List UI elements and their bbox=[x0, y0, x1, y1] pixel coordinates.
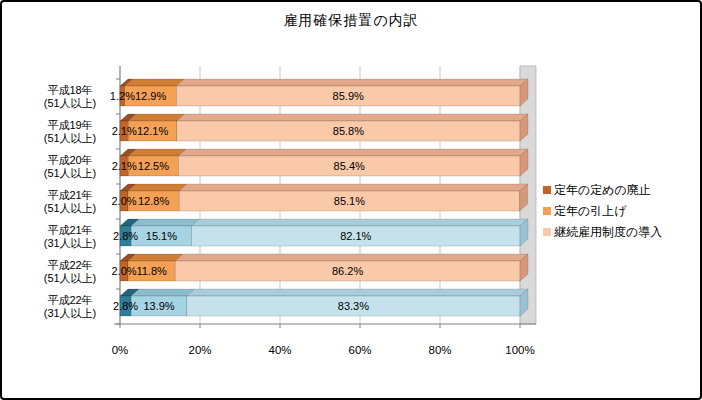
category-label: 平成18年 bbox=[47, 84, 92, 96]
bar-segment-top bbox=[175, 254, 528, 261]
bar-segment-top bbox=[192, 219, 528, 226]
bar-value-label: 12.1% bbox=[137, 125, 168, 137]
bar-value-label: 82.1% bbox=[340, 230, 371, 242]
legend-label: 継続雇用制度の導入 bbox=[554, 225, 662, 239]
x-tick-label: 80% bbox=[428, 344, 451, 356]
category-label: (51人以上) bbox=[44, 97, 97, 109]
bar-value-label: 86.2% bbox=[332, 265, 363, 277]
x-tick-label: 20% bbox=[188, 344, 211, 356]
bar-segment-top bbox=[179, 184, 527, 191]
bar-value-label: 2.8% bbox=[113, 300, 138, 312]
legend-item: 定年の定めの廃止 bbox=[543, 183, 662, 197]
legend-label: 定年の引上げ bbox=[554, 204, 627, 218]
bar-value-label: 15.1% bbox=[146, 230, 177, 242]
legend-color-swatch bbox=[543, 228, 551, 236]
bar-value-label: 85.1% bbox=[334, 195, 365, 207]
legend-item: 継続雇用制度の導入 bbox=[543, 225, 662, 239]
bar-segment-top bbox=[128, 149, 186, 156]
category-label: 平成21年 bbox=[47, 224, 92, 236]
bar-value-label: 85.9% bbox=[333, 90, 364, 102]
bar-value-label: 13.9% bbox=[143, 300, 174, 312]
category-label: 平成19年 bbox=[47, 119, 92, 131]
bar-value-label: 1.2% bbox=[110, 90, 135, 102]
x-tick-label: 100% bbox=[505, 344, 534, 356]
x-tick-label: 60% bbox=[348, 344, 371, 356]
category-label: (51人以上) bbox=[44, 202, 97, 214]
bar-value-label: 2.1% bbox=[112, 160, 137, 172]
bar-value-label: 11.8% bbox=[136, 265, 167, 277]
bar-segment-top bbox=[125, 79, 185, 86]
bar-segment-top bbox=[176, 79, 528, 86]
bar-value-label: 85.4% bbox=[334, 160, 365, 172]
bar-value-label: 12.9% bbox=[135, 90, 166, 102]
legend: 定年の定めの廃止定年の引上げ継続雇用制度の導入 bbox=[543, 183, 662, 239]
bar-value-label: 83.3% bbox=[338, 300, 369, 312]
legend-item: 定年の引上げ bbox=[543, 204, 662, 218]
bar-value-label: 2.1% bbox=[112, 125, 137, 137]
bar-value-label: 12.5% bbox=[138, 160, 169, 172]
category-label: (51人以上) bbox=[44, 167, 97, 179]
bar-value-label: 2.8% bbox=[113, 230, 138, 242]
legend-label: 定年の定めの廃止 bbox=[554, 183, 651, 197]
bar-segment-top bbox=[187, 289, 528, 296]
category-label: (51人以上) bbox=[44, 132, 97, 144]
legend-color-swatch bbox=[543, 207, 551, 215]
x-tick-label: 0% bbox=[112, 344, 129, 356]
legend-color-swatch bbox=[543, 186, 551, 194]
category-label: 平成20年 bbox=[47, 154, 92, 166]
bar-segment-top bbox=[131, 289, 195, 296]
bar-segment-top bbox=[177, 114, 528, 121]
category-label: 平成21年 bbox=[47, 189, 92, 201]
category-label: (31人以上) bbox=[44, 237, 97, 249]
bar-segment-top bbox=[128, 254, 183, 261]
category-label: (31人以上) bbox=[44, 307, 97, 319]
bar-segment-top bbox=[131, 219, 199, 226]
category-label: 平成22年 bbox=[47, 259, 92, 271]
bar-segment-top bbox=[128, 184, 187, 191]
chart-window: 雇用確保措置の内訳 0%20%40%60%80%100%平成18年(51人以上)… bbox=[0, 0, 702, 400]
x-tick-label: 40% bbox=[268, 344, 291, 356]
bar-value-label: 2.0% bbox=[111, 195, 136, 207]
bar-segment-top bbox=[128, 114, 184, 121]
bar-value-label: 2.0% bbox=[111, 265, 136, 277]
category-label: (51人以上) bbox=[44, 272, 97, 284]
bar-value-label: 12.8% bbox=[138, 195, 169, 207]
category-label: 平成22年 bbox=[47, 294, 92, 306]
bar-value-label: 85.8% bbox=[333, 125, 364, 137]
bar-segment-top bbox=[178, 149, 528, 156]
